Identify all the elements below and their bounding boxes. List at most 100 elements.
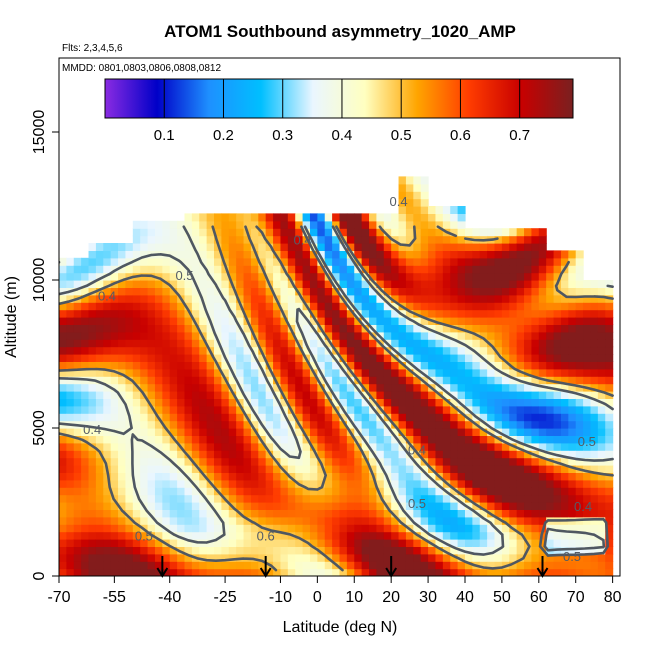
heatmap-cell: [487, 413, 496, 422]
heatmap-cell: [250, 442, 259, 451]
heatmap-cell: [590, 354, 599, 362]
heatmap-cell: [162, 494, 171, 503]
heatmap-cell: [103, 361, 112, 370]
heatmap-cell: [140, 243, 149, 251]
heatmap-cell: [317, 265, 326, 274]
heatmap-cell: [369, 435, 378, 444]
heatmap-cell: [199, 265, 208, 274]
heatmap-cell: [501, 546, 510, 555]
heatmap-cell: [516, 250, 525, 259]
heatmap-cell: [191, 391, 200, 399]
heatmap-cell: [413, 198, 422, 207]
heatmap-cell: [73, 272, 82, 281]
heatmap-cell: [221, 546, 230, 555]
heatmap-cell: [398, 265, 407, 274]
heatmap-cell: [332, 450, 341, 459]
heatmap-cell: [302, 346, 311, 355]
heatmap-cell: [95, 509, 104, 518]
heatmap-cell: [169, 502, 178, 510]
heatmap-cell: [250, 324, 259, 333]
heatmap-cell: [191, 361, 200, 370]
heatmap-cell: [147, 405, 156, 414]
heatmap-cell: [553, 442, 562, 451]
heatmap-cell: [435, 354, 444, 362]
heatmap-cell: [546, 553, 555, 562]
heatmap-cell: [450, 235, 459, 244]
heatmap-cell: [125, 487, 134, 496]
heatmap-cell: [575, 502, 584, 510]
heatmap-cell: [73, 324, 82, 333]
heatmap-cell: [479, 391, 488, 399]
heatmap-cell: [428, 257, 437, 266]
heatmap-cell: [324, 494, 333, 503]
heatmap-cell: [590, 368, 599, 377]
heatmap-cell: [546, 346, 555, 355]
heatmap-cell: [302, 257, 311, 266]
heatmap-cell: [524, 302, 533, 311]
heatmap-cell: [501, 287, 510, 296]
heatmap-cell: [531, 250, 540, 259]
heatmap-cell: [66, 442, 75, 451]
heatmap-cell: [206, 546, 215, 555]
heatmap-cell: [487, 531, 496, 540]
heatmap-cell: [147, 220, 156, 229]
heatmap-cell: [154, 302, 163, 311]
heatmap-cell: [560, 339, 569, 348]
heatmap-cell: [191, 383, 200, 392]
x-tick-label: 30: [419, 589, 437, 606]
heatmap-cell: [147, 413, 156, 422]
heatmap-cell: [405, 272, 414, 281]
heatmap-cell: [568, 280, 577, 288]
heatmap-cell: [605, 539, 614, 547]
heatmap-cell: [553, 317, 562, 325]
heatmap-cell: [516, 487, 525, 496]
heatmap-cell: [605, 420, 614, 429]
heatmap-cell: [309, 228, 318, 237]
heatmap-cell: [420, 198, 429, 207]
heatmap-cell: [354, 339, 363, 348]
heatmap-cell: [509, 391, 518, 399]
heatmap-cell: [280, 531, 289, 540]
heatmap-cell: [110, 265, 119, 274]
heatmap-cell: [590, 324, 599, 333]
heatmap-cell: [177, 524, 186, 533]
heatmap-cell: [287, 479, 296, 488]
heatmap-cell: [354, 539, 363, 547]
heatmap-cell: [435, 450, 444, 459]
heatmap-cell: [369, 546, 378, 555]
heatmap-cell: [154, 243, 163, 251]
heatmap-cell: [405, 398, 414, 407]
heatmap-cell: [154, 516, 163, 525]
heatmap-cell: [177, 265, 186, 274]
heatmap-cell: [177, 361, 186, 370]
heatmap-cell: [494, 280, 503, 288]
heatmap-cell: [154, 428, 163, 436]
heatmap-cell: [214, 546, 222, 555]
heatmap-cell: [590, 331, 599, 340]
heatmap-cell: [162, 309, 171, 318]
heatmap-cell: [280, 331, 289, 340]
heatmap-cell: [214, 442, 222, 451]
heatmap-cell: [546, 398, 555, 407]
heatmap-cell: [250, 243, 259, 251]
heatmap-cell: [487, 309, 496, 318]
heatmap-cell: [73, 302, 82, 311]
heatmap-cell: [191, 294, 200, 303]
heatmap-cell: [597, 420, 606, 429]
heatmap-cell: [140, 539, 149, 547]
heatmap-cell: [479, 331, 488, 340]
heatmap-cell: [361, 546, 370, 555]
heatmap-cell: [479, 324, 488, 333]
heatmap-cell: [339, 450, 348, 459]
heatmap-cell: [538, 368, 547, 377]
heatmap-cell: [236, 398, 245, 407]
heatmap-cell: [398, 465, 407, 473]
heatmap-cell: [435, 272, 444, 281]
heatmap-cell: [457, 465, 466, 473]
heatmap-cell: [575, 309, 584, 318]
heatmap-cell: [457, 420, 466, 429]
heatmap-cell: [250, 546, 259, 555]
heatmap-cell: [132, 472, 141, 481]
heatmap-cell: [73, 539, 82, 547]
heatmap-cell: [206, 435, 215, 444]
